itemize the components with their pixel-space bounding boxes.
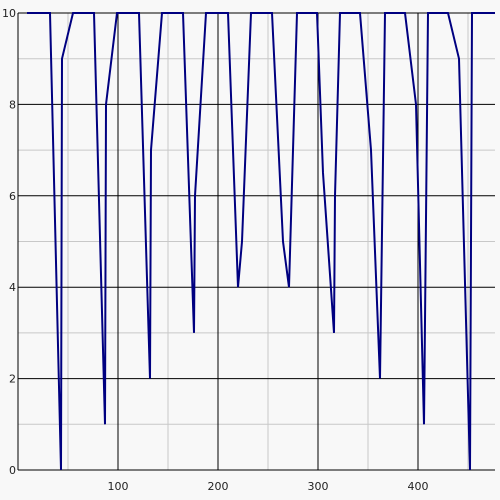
x-tick-label: 100 <box>108 480 129 493</box>
x-tick-label: 200 <box>208 480 229 493</box>
y-tick-label: 2 <box>9 373 16 386</box>
y-tick-label: 8 <box>9 98 16 111</box>
x-tick-label: 400 <box>408 480 429 493</box>
x-tick-label: 300 <box>308 480 329 493</box>
y-tick-label: 0 <box>9 464 16 477</box>
y-tick-label: 10 <box>2 7 16 20</box>
y-tick-label: 4 <box>9 281 16 294</box>
y-tick-label: 6 <box>9 190 16 203</box>
line <box>27 12 495 471</box>
